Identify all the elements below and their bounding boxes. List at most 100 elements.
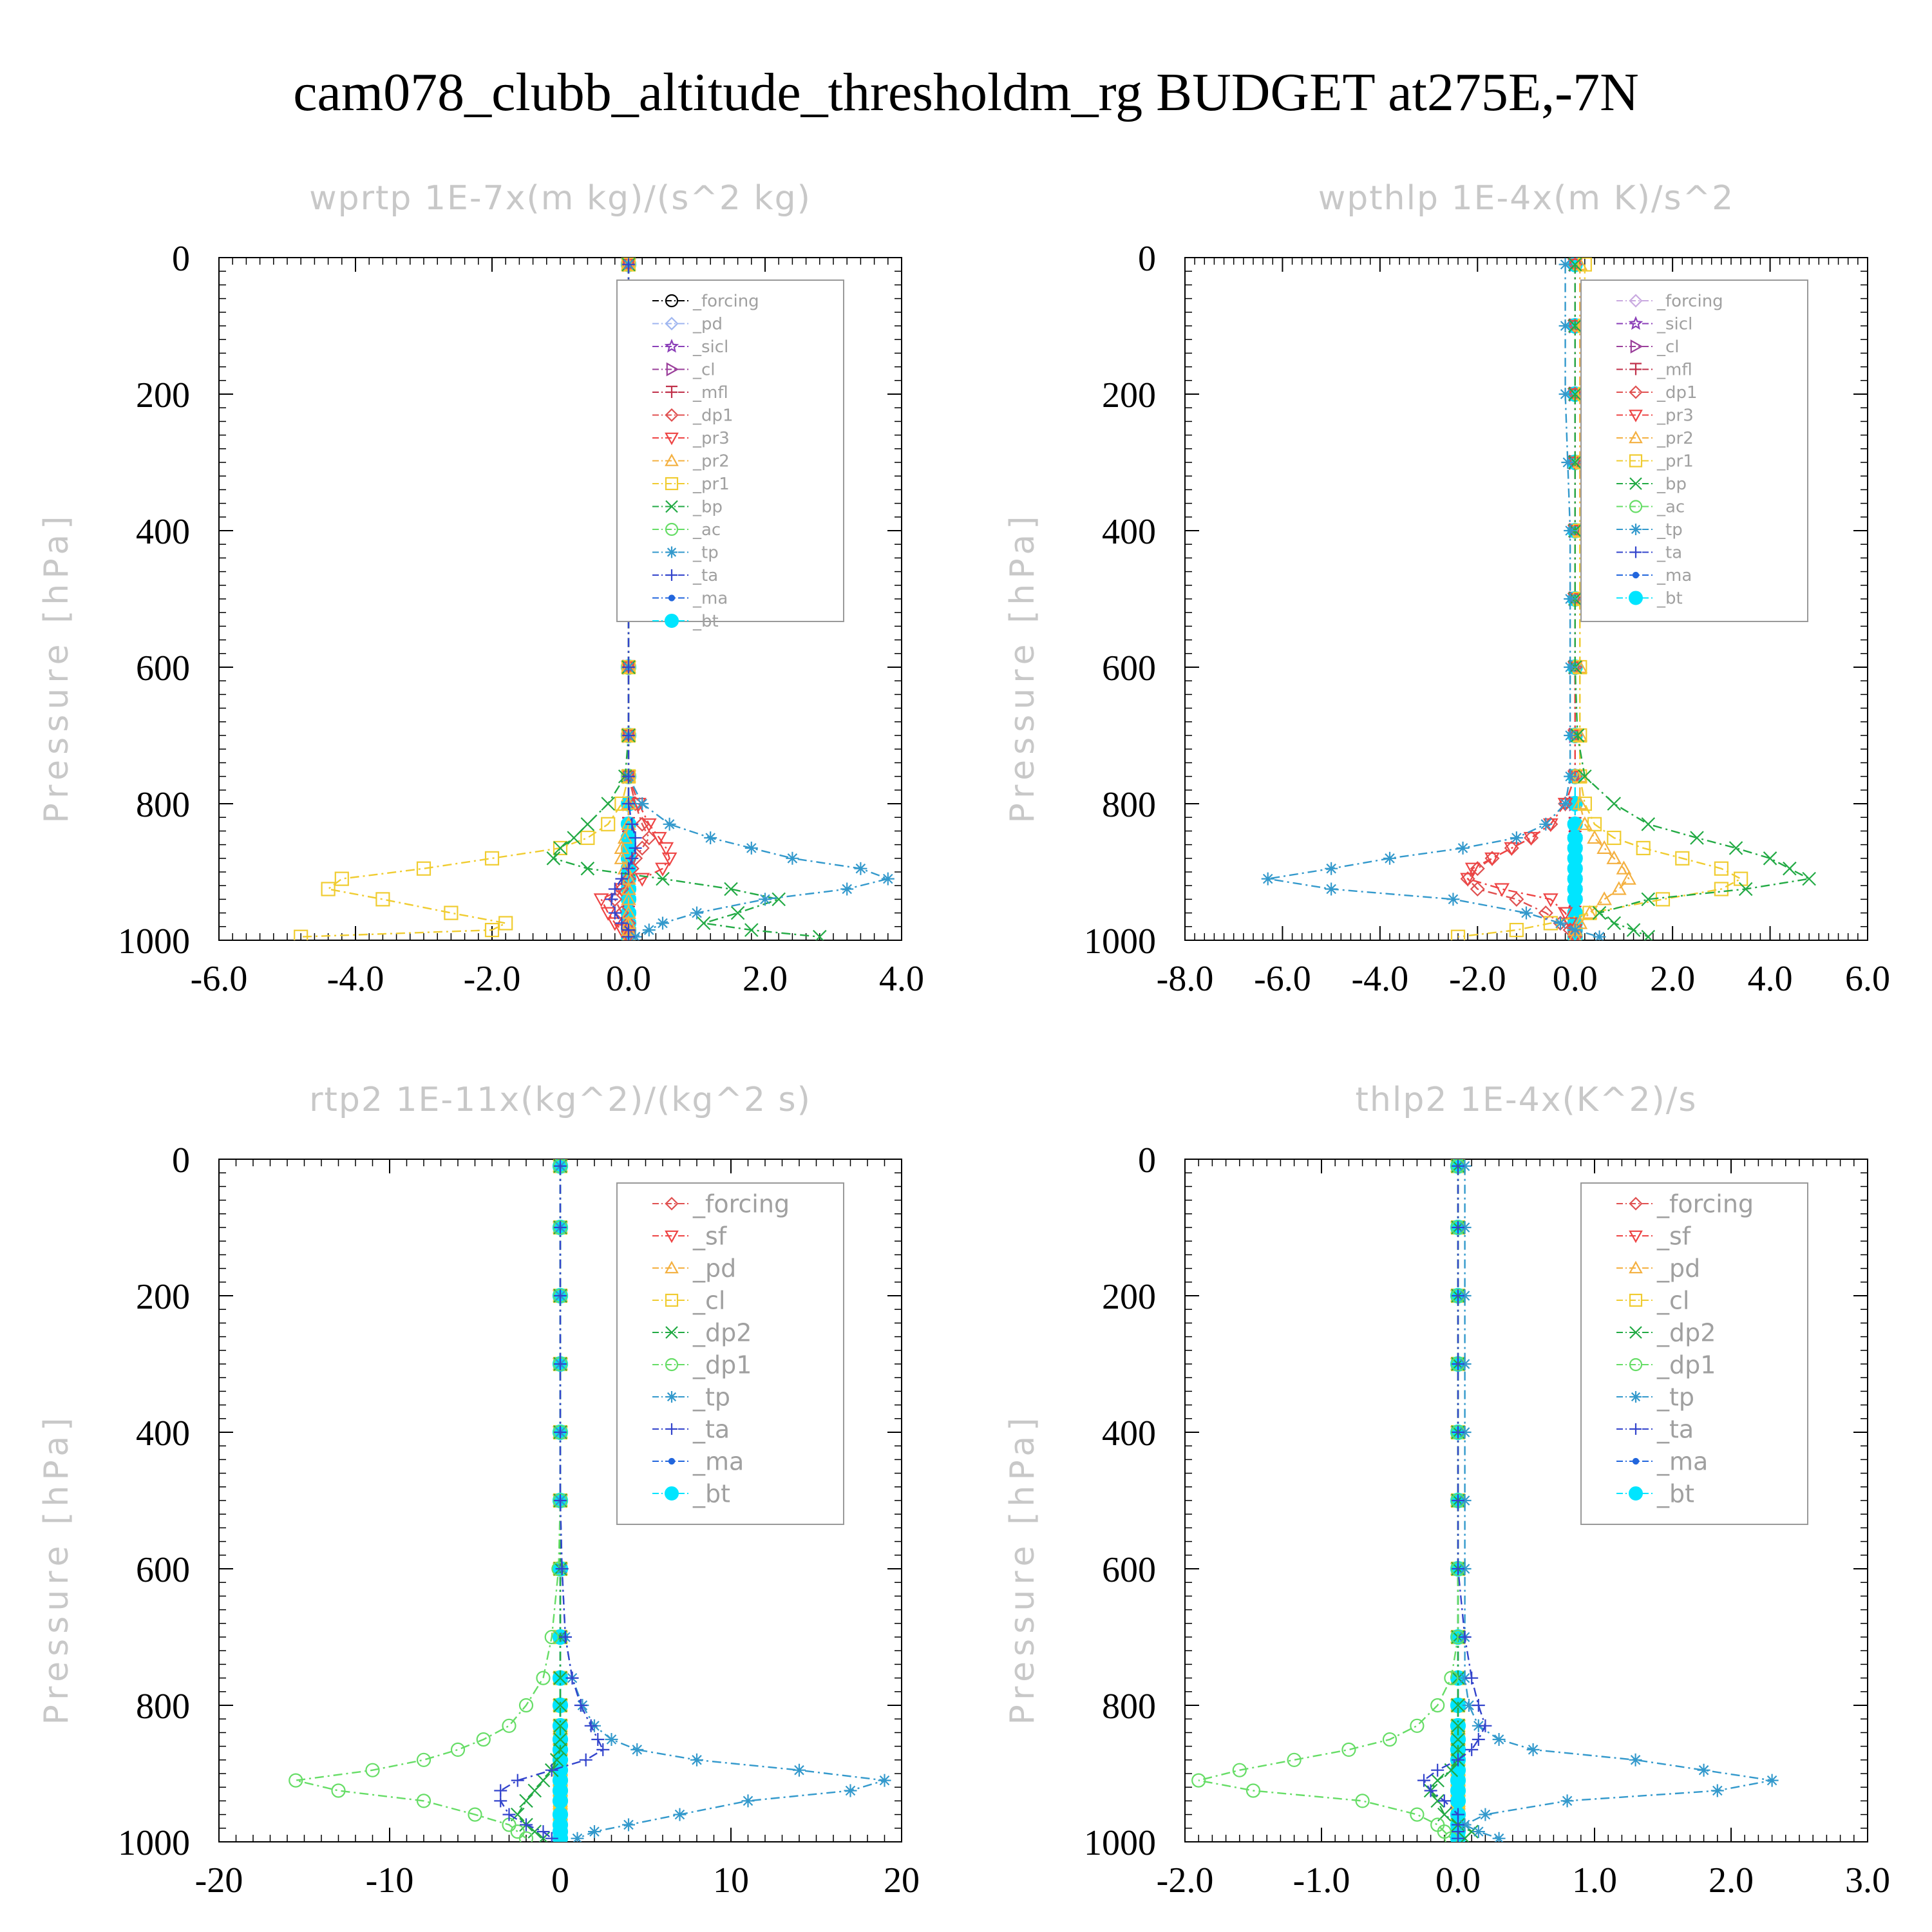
data-point [1458, 1221, 1472, 1234]
data-point [1561, 456, 1575, 469]
data-point [1451, 1743, 1465, 1757]
data-point [1564, 729, 1577, 742]
data-point [614, 850, 630, 864]
data-point [1641, 929, 1656, 940]
data-point [1714, 882, 1728, 896]
legend-entry: _dp2 [652, 1318, 752, 1347]
data-point [1783, 861, 1797, 876]
legend-marker [666, 362, 679, 377]
data-point [1568, 929, 1582, 940]
legend-marker [1629, 1486, 1643, 1501]
data-point [553, 1719, 567, 1733]
data-point [1763, 851, 1777, 866]
legend-marker [665, 1230, 679, 1244]
data-point [1526, 1743, 1540, 1756]
legend-entry: _sf [1616, 1222, 1692, 1250]
data-point [536, 1773, 551, 1788]
data-point [1596, 891, 1613, 905]
data-point [1484, 852, 1500, 867]
legend-marker [668, 594, 676, 601]
data-point [1562, 917, 1578, 931]
data-point [527, 1824, 542, 1839]
data-point [1492, 1832, 1506, 1842]
legend-entry: _pd [652, 1254, 736, 1282]
data-point [1494, 883, 1510, 897]
data-point [1452, 1562, 1464, 1575]
series-ta [1417, 1159, 1492, 1842]
panel-title: wpthlp 1E-4x(m K)/s^2 [1318, 179, 1735, 218]
data-point [580, 861, 595, 876]
legend-label: _sf [1656, 1222, 1692, 1250]
data-point [1564, 592, 1577, 605]
legend-entry: _dp1 [652, 1350, 752, 1379]
data-point [1728, 841, 1743, 855]
series-line [1423, 1166, 1486, 1839]
series-ta [494, 1159, 610, 1842]
data-point [1465, 1743, 1479, 1756]
legend-label: _forcing [1656, 292, 1723, 311]
data-point [554, 1494, 567, 1507]
y-tick-label: 1000 [1084, 1823, 1156, 1863]
data-point [690, 1753, 703, 1766]
legend-entry: _pr1 [652, 475, 730, 494]
data-point [615, 872, 629, 886]
data-point [1593, 930, 1606, 940]
legend-label: _ma [1656, 566, 1692, 585]
x-tick-label: -10 [366, 1861, 414, 1900]
legend-marker [665, 453, 679, 466]
series-line [1463, 1166, 1772, 1839]
data-point [596, 1743, 610, 1756]
legend-marker [1629, 294, 1643, 308]
legend-label: _pr1 [1656, 452, 1694, 471]
data-point [690, 906, 703, 920]
data-point [502, 1718, 516, 1733]
data-point [574, 1699, 587, 1712]
data-point [1616, 860, 1632, 875]
data-point [555, 1562, 569, 1575]
data-point [1734, 871, 1748, 886]
legend: _forcing _sf _pd _cl _dp2 _dp1 _tp _ta _ma _bt [616, 1182, 844, 1525]
legend-marker [1629, 1230, 1643, 1244]
legend-entry: _tp [652, 1383, 730, 1411]
legend-marker [665, 477, 679, 491]
legend-label: _dp1 [1656, 383, 1698, 402]
data-point [565, 1671, 579, 1685]
series-dp1 [1460, 258, 1583, 940]
data-point [641, 830, 657, 846]
data-point [546, 851, 561, 866]
legend-label: _ac [692, 520, 721, 540]
legend-entry: _bt [1616, 589, 1683, 609]
legend-entry: _bp [1616, 475, 1687, 494]
data-point [625, 851, 639, 865]
data-point [591, 1733, 605, 1746]
legend-marker [665, 522, 679, 536]
legend-entry: _ma [652, 1447, 744, 1475]
legend: _forcing _sicl _cl _mfl _dp1 _pr3 _pr2 _pr1 _bp _… [1580, 279, 1808, 622]
data-point [1430, 1817, 1445, 1832]
legend-label: _ma [1656, 1447, 1708, 1475]
data-point [1452, 1358, 1464, 1370]
data-point [1410, 1718, 1425, 1733]
data-point [651, 831, 667, 846]
y-tick-label: 800 [1102, 785, 1156, 825]
data-point [1472, 1719, 1485, 1732]
chart-panel-1: wprtp 1E-7x(m kg)/(s^2 kg) Pressure [hPa]… [37, 179, 924, 999]
y-tick-label: 400 [1102, 1414, 1156, 1454]
data-point [1191, 1773, 1206, 1788]
legend-label: _cl [1656, 1286, 1689, 1314]
data-point [1567, 319, 1582, 333]
data-point [608, 882, 621, 896]
data-point [1382, 1732, 1397, 1747]
data-point [494, 1794, 507, 1808]
data-point [661, 852, 677, 867]
data-point [1458, 1631, 1472, 1643]
legend: _forcing _sf _pd _cl _dp2 _dp1 _tp _ta _ma _bt [1580, 1182, 1808, 1525]
data-point [1606, 850, 1622, 864]
data-point [579, 1753, 592, 1766]
x-tick-label: -20 [195, 1861, 243, 1900]
data-point [1452, 1494, 1464, 1507]
legend-entry: _tp [1616, 1383, 1694, 1411]
legend-marker [668, 1457, 676, 1465]
legend-marker [1628, 316, 1643, 330]
legend-label: _tp [692, 544, 719, 563]
